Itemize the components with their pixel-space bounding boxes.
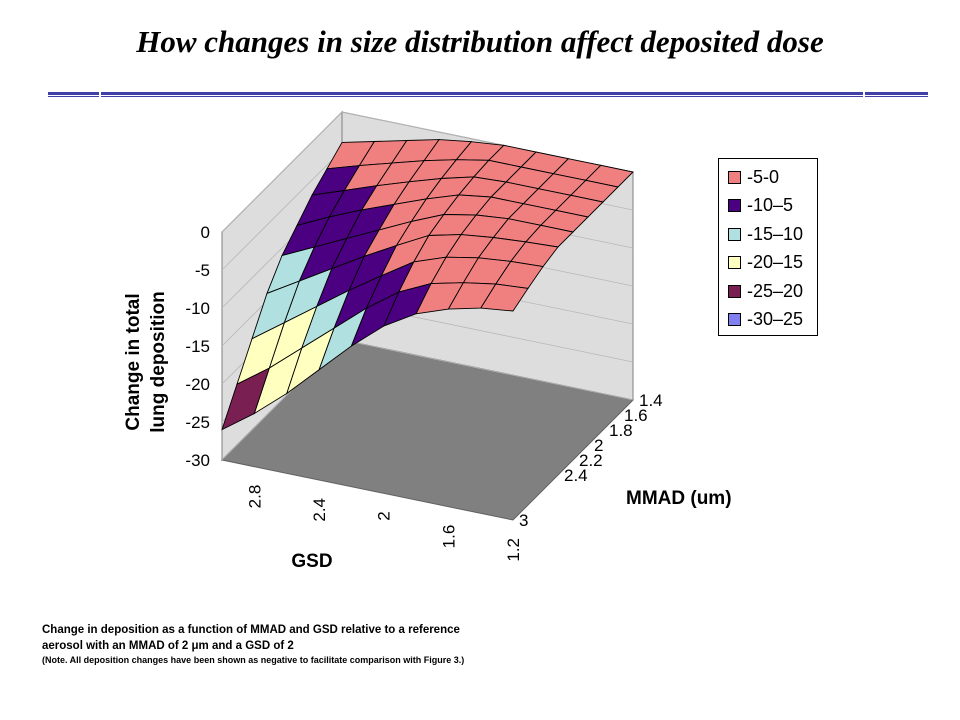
legend-swatch xyxy=(728,284,741,298)
caption-line-1: Change in deposition as a function of MM… xyxy=(42,624,460,636)
legend-item: -5-0 xyxy=(719,163,817,192)
legend-label: -5-0 xyxy=(747,166,780,187)
legend-swatch xyxy=(728,227,741,241)
gsd-tick-labels: 2.8 2.4 2 1.6 1.2 xyxy=(245,485,523,562)
legend-label: -15–10 xyxy=(747,223,804,244)
mmad-tick-label: 1.8 xyxy=(609,421,633,440)
z-tick-label: 0 xyxy=(201,223,210,242)
x-axis-label: GSD xyxy=(291,551,332,572)
legend-swatch xyxy=(728,313,741,327)
mmad-tick-label: 1.4 xyxy=(639,391,663,410)
z-axis-label-line-2: lung deposition xyxy=(148,291,169,432)
gsd-tick-label: 1.2 xyxy=(504,538,523,562)
legend-label: -25–20 xyxy=(747,280,804,301)
legend-swatch xyxy=(728,199,741,213)
legend-swatch xyxy=(728,170,741,184)
gsd-tick-label: 2.4 xyxy=(310,498,329,522)
mmad-tick-label: 3 xyxy=(519,511,528,530)
z-tick-labels: 0 -5 -10 -15 -20 -25 -30 xyxy=(185,223,210,470)
z-tick-label: -20 xyxy=(185,375,210,394)
legend-item: -10–5 xyxy=(719,192,817,221)
chart-legend: -5-0 -10–5 -15–10 -20–15 -25–20 -30–25 xyxy=(718,158,818,336)
legend-item: -25–20 xyxy=(719,277,817,306)
surface-patch xyxy=(221,367,271,431)
slide-title: How changes in size distribution affect … xyxy=(136,24,824,59)
caption-note: (Note. All deposition changes have been … xyxy=(42,655,465,665)
surface-mesh xyxy=(221,139,634,431)
title-rule xyxy=(48,92,928,98)
gsd-tick-label: 2 xyxy=(375,511,394,520)
legend-label: -30–25 xyxy=(747,309,804,330)
mmad-tick-label: 2 xyxy=(594,436,603,455)
gsd-tick-label: 2.8 xyxy=(245,485,264,509)
legend-swatch xyxy=(728,256,741,270)
z-tick-label: -15 xyxy=(185,337,210,356)
legend-label: -10–5 xyxy=(747,195,794,216)
legend-item: -15–10 xyxy=(719,220,817,249)
figure-caption: Change in deposition as a function of MM… xyxy=(42,622,642,667)
gsd-tick-label: 1.6 xyxy=(439,525,458,549)
mmad-tick-label: 1.6 xyxy=(624,406,648,425)
y-axis-label: MMAD (um) xyxy=(626,488,732,509)
mmad-tick-labels: 3 2.42.22 1.81.61.4 xyxy=(519,391,663,530)
legend-item: -20–15 xyxy=(719,249,817,278)
z-tick-label: -5 xyxy=(195,261,210,280)
mmad-tick-label: 2.2 xyxy=(579,451,603,470)
z-tick-label: -25 xyxy=(185,413,210,432)
legend-label: -20–15 xyxy=(747,252,804,273)
mmad-tick-label: 2.4 xyxy=(564,466,588,485)
z-tick-label: -10 xyxy=(185,299,210,318)
z-axis-label-line-1: Change in total xyxy=(123,293,144,430)
z-tick-label: -30 xyxy=(185,451,210,470)
legend-item: -30–25 xyxy=(719,306,817,335)
caption-line-2: aerosol with an MMAD of 2 μm and a GSD o… xyxy=(42,640,294,652)
